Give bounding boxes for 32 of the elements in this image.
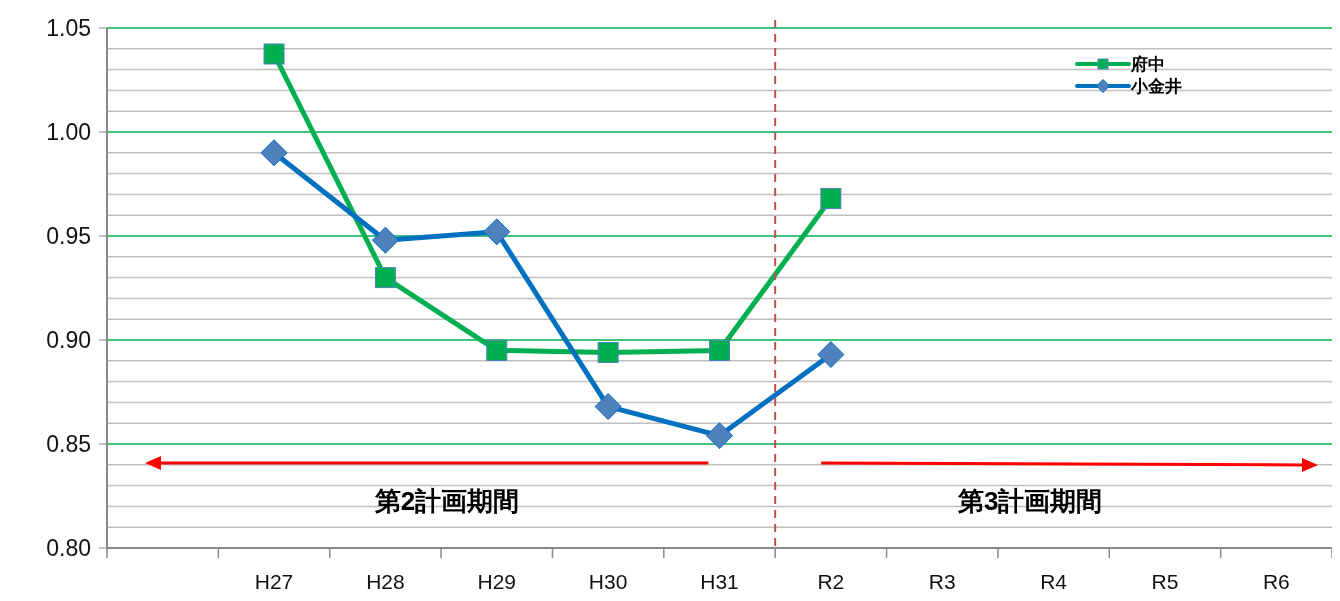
point (594, 393, 622, 421)
annotation: 第2計画期間 (373, 485, 521, 518)
annotation: 第3計画期間 (956, 485, 1104, 518)
x-tick-label: R6 (1262, 569, 1290, 593)
point (374, 267, 396, 289)
x-tick-label: R5 (1151, 569, 1179, 593)
point (597, 341, 619, 363)
x-tick-label: H30 (588, 569, 628, 593)
point (371, 226, 399, 254)
y-tick-label: 1.05 (46, 15, 91, 41)
x-tick-label: H27 (254, 569, 294, 593)
y-tick-label: 0.90 (46, 327, 91, 353)
x-tick-label: R3 (928, 569, 956, 593)
x-tick-label: H31 (700, 569, 739, 593)
x-tick-label: R4 (1040, 569, 1068, 593)
y-tick-label: 0.80 (46, 535, 91, 561)
y-tick-label: 1.00 (46, 119, 91, 145)
y-tick-label: 0.85 (46, 431, 91, 457)
point (709, 339, 730, 361)
legend-label: 小金井 (1131, 75, 1182, 98)
point (486, 339, 508, 361)
legend-label: 府中 (1131, 53, 1165, 76)
point (706, 422, 733, 450)
point (483, 218, 511, 246)
point (817, 341, 845, 369)
x-tick-label: H28 (366, 569, 405, 593)
point (260, 139, 288, 167)
x-tick-label: R2 (817, 569, 845, 593)
x-tick-label: H29 (477, 569, 517, 593)
y-tick-label: 0.95 (46, 223, 91, 249)
point (820, 188, 842, 210)
point (263, 43, 285, 65)
